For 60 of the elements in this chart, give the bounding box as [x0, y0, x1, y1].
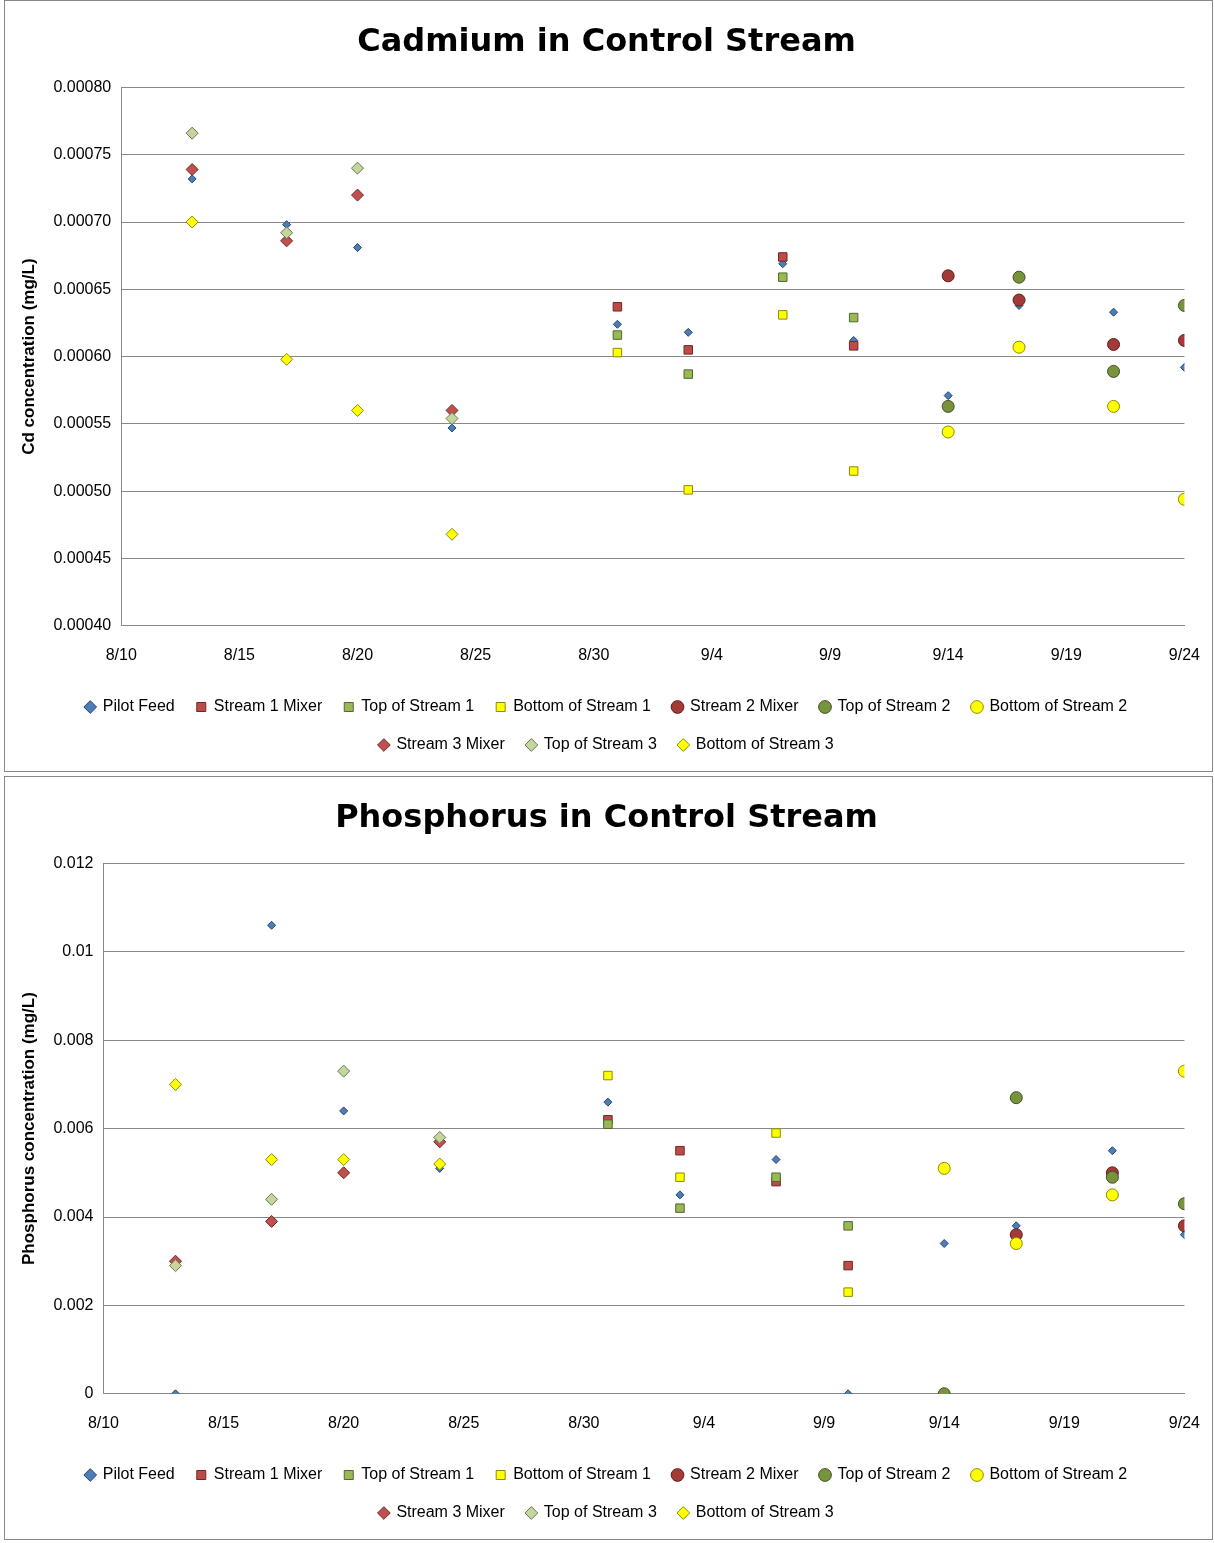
legend-label: Stream 3 Mixer — [396, 1503, 506, 1521]
y-tick-label: 0.00075 — [53, 145, 112, 163]
x-tick-label: 8/10 — [87, 1413, 120, 1431]
y-tick-label: 0.00050 — [53, 481, 112, 499]
legend-label: Stream 1 Mixer — [213, 697, 323, 715]
legend-label: Pilot Feed — [102, 1465, 175, 1483]
y-tick-label: 0.004 — [53, 1207, 94, 1225]
y-tick-label: 0.00060 — [53, 347, 112, 365]
legend-label: Bottom of Stream 1 — [513, 1465, 652, 1483]
x-tick-label: 8/25 — [448, 1413, 480, 1431]
y-tick-label: 0.00080 — [53, 77, 112, 95]
x-tick-label: 9/19 — [1050, 645, 1082, 663]
legend-label: Stream 1 Mixer — [213, 1465, 323, 1483]
legend-label: Top of Stream 3 — [543, 735, 657, 753]
x-tick-label: 8/20 — [328, 1413, 360, 1431]
x-tick-label: 8/25 — [460, 645, 492, 663]
y-tick-label: 0.00070 — [53, 212, 112, 230]
chart-title: Cadmium in Control Stream — [357, 20, 856, 59]
x-tick-label: 9/14 — [932, 645, 964, 663]
legend-label: Stream 3 Mixer — [396, 735, 506, 753]
legend-label: Pilot Feed — [102, 697, 175, 715]
legend-label: Top of Stream 1 — [361, 1465, 475, 1483]
x-tick-label: 9/24 — [1168, 1413, 1201, 1431]
x-tick-label: 8/15 — [207, 1413, 240, 1431]
legend-label: Bottom of Stream 2 — [989, 1465, 1128, 1483]
x-tick-label: 9/9 — [812, 1413, 836, 1431]
y-tick-label: 0.00045 — [53, 548, 112, 566]
x-tick-label: 8/30 — [578, 645, 610, 663]
legend-label: Stream 2 Mixer — [690, 697, 800, 715]
legend-label: Bottom of Stream 3 — [695, 1503, 834, 1521]
y-axis-title: Cd concentration (mg/L) — [18, 258, 38, 455]
legend-label: Stream 2 Mixer — [690, 1465, 800, 1483]
legend-label: Bottom of Stream 1 — [513, 697, 652, 715]
x-tick-label: 8/20 — [341, 645, 374, 663]
y-tick-label: 0.006 — [53, 1119, 94, 1137]
y-axis-title: Phosphorus concentration (mg/L) — [18, 992, 38, 1266]
legend-label: Top of Stream 2 — [837, 697, 951, 715]
x-tick-label: 9/14 — [928, 1413, 960, 1431]
legend-label: Bottom of Stream 2 — [989, 697, 1128, 715]
x-tick-label: 8/10 — [105, 645, 137, 663]
y-tick-label: 0.008 — [53, 1030, 94, 1048]
x-tick-label: 8/30 — [568, 1413, 600, 1431]
legend-label: Top of Stream 1 — [361, 697, 475, 715]
chart-title: Phosphorus in Control Stream — [335, 796, 878, 835]
y-tick-label: 0.01 — [62, 942, 94, 960]
x-tick-label: 9/4 — [700, 645, 724, 663]
y-tick-label: 0.00065 — [53, 279, 112, 297]
y-tick-label: 0 — [84, 1384, 94, 1402]
y-tick-label: 0.00040 — [53, 616, 112, 634]
y-tick-label: 0.012 — [53, 853, 94, 871]
x-tick-label: 8/15 — [223, 645, 256, 663]
y-tick-label: 0.002 — [53, 1295, 94, 1313]
legend-label: Top of Stream 2 — [837, 1465, 951, 1483]
x-tick-label: 9/4 — [692, 1413, 716, 1431]
legend-label: Bottom of Stream 3 — [695, 735, 834, 753]
y-tick-label: 0.00055 — [53, 414, 112, 432]
x-tick-label: 9/9 — [818, 645, 842, 663]
x-tick-label: 9/19 — [1048, 1413, 1080, 1431]
legend-label: Top of Stream 3 — [543, 1503, 657, 1521]
x-tick-label: 9/24 — [1168, 645, 1201, 663]
